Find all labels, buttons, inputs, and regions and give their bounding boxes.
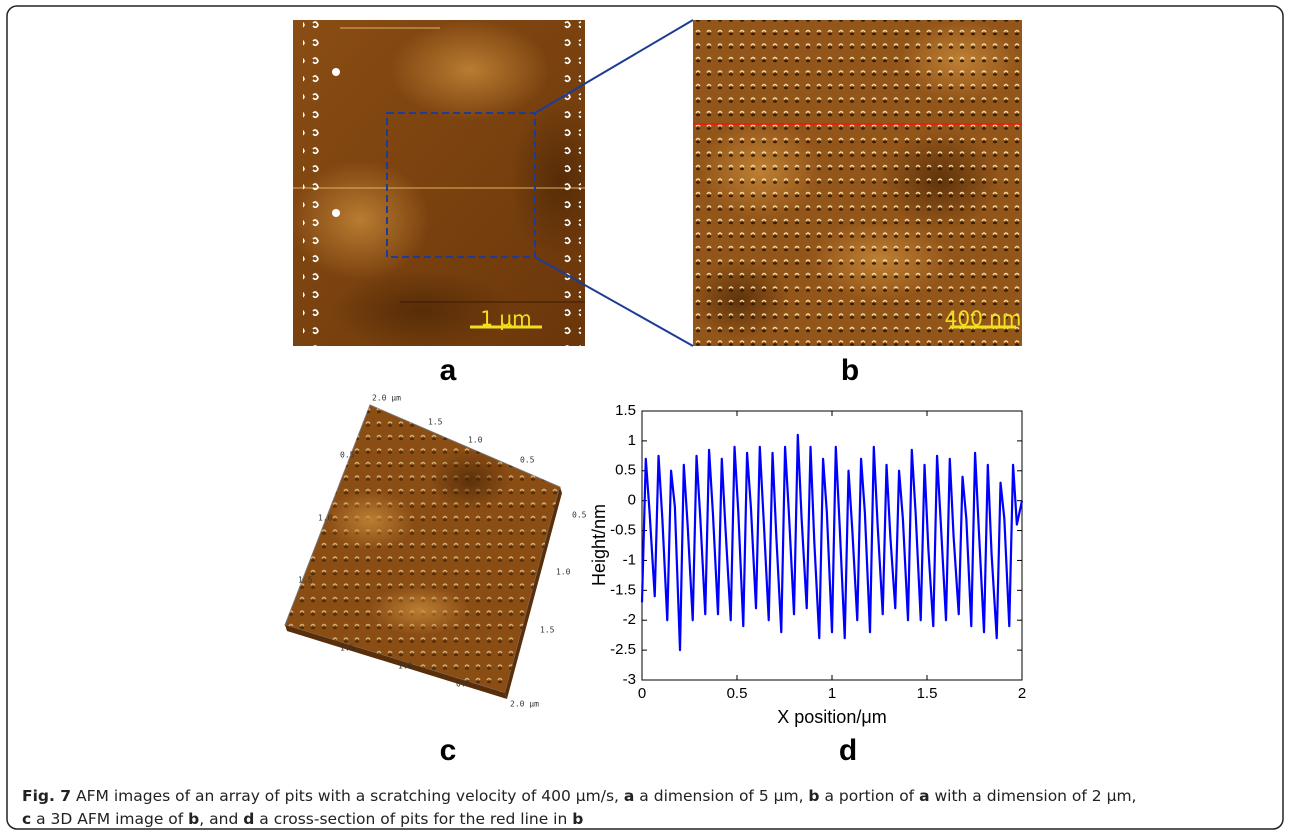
- x-tick-label: 1.5: [917, 685, 938, 702]
- caption-text: a portion of: [819, 787, 920, 805]
- axis-label-3d: 0.5: [572, 511, 587, 520]
- zoom-line: [534, 19, 694, 114]
- caption-text: a dimension of 5 μm,: [634, 787, 809, 805]
- afm-image-b: [690, 20, 1022, 346]
- panel-label: d: [839, 734, 857, 767]
- axis-label-3d: 1.5: [540, 626, 555, 635]
- caption-text: a cross-section of pits for the red line…: [254, 810, 573, 828]
- afm-3d-image-c: [284, 404, 562, 699]
- panel-label: a: [440, 354, 457, 387]
- x-axis-title: X position/μm: [777, 707, 886, 727]
- axis-label-3d: 1.5: [340, 644, 355, 653]
- axis-label-3d: 0.5: [520, 456, 535, 465]
- y-tick-label: -2.5: [610, 641, 636, 658]
- scale-bar-label: 1 μm: [480, 307, 531, 331]
- x-tick-label: 1: [828, 685, 836, 702]
- axis-label-3d: 1.0: [468, 436, 483, 445]
- data-line: [640, 433, 1024, 652]
- y-tick-label: -0.5: [610, 522, 636, 539]
- axis-label-3d: 2.0 μm: [372, 394, 401, 403]
- caption-ref: a: [623, 787, 635, 805]
- plot-frame: [641, 410, 1023, 681]
- y-tick-label: 1.5: [615, 402, 636, 419]
- caption-ref: d: [243, 810, 255, 828]
- y-tick-label: -3: [623, 671, 636, 688]
- caption-ref: b: [808, 787, 820, 805]
- x-tick-label: 0.5: [727, 685, 748, 702]
- y-tick-label: -2: [623, 611, 636, 628]
- caption-ref: a: [919, 787, 930, 805]
- axis-label-3d: 1.0: [318, 514, 333, 523]
- caption-label: Fig. 7: [22, 787, 72, 805]
- y-axis-title: Height/nm: [589, 504, 609, 586]
- caption-text: , and: [199, 810, 244, 828]
- x-tick-label: 2: [1018, 685, 1026, 702]
- panel-label: c: [440, 734, 457, 767]
- caption-ref: b: [572, 810, 584, 828]
- axis-label-3d: 1.5: [298, 576, 313, 585]
- scale-bar-label: 400 nm: [945, 307, 1022, 331]
- y-tick-label: 0.5: [615, 462, 636, 479]
- caption-text: with a dimension of 2 μm,: [929, 787, 1137, 805]
- caption: Fig. 7 AFM images of an array of pits wi…: [22, 785, 1272, 831]
- axis-label-3d: 1.5: [428, 418, 443, 427]
- x-tick-label: 0: [638, 685, 646, 702]
- caption-ref: c: [22, 810, 32, 828]
- caption-text: a 3D AFM image of: [31, 810, 189, 828]
- y-tick-label: -1.5: [610, 581, 636, 598]
- axis-label-3d: 1.0: [556, 568, 571, 577]
- axis-label-3d: 0.5: [456, 680, 471, 689]
- axis-label-3d: 0.5: [340, 451, 355, 460]
- y-tick-label: 1: [628, 432, 636, 449]
- axis-label-3d: 2.0 μm: [510, 700, 539, 709]
- caption-ref: b: [188, 810, 200, 828]
- caption-text: AFM images of an array of pits with a sc…: [71, 787, 624, 805]
- afm-image-a: [293, 20, 585, 346]
- panel-label: b: [841, 354, 859, 387]
- zoom-line: [534, 256, 694, 347]
- line-chart: X position/μm Height/nm -3 -2.5 -2 -1.5 -1 -0…: [589, 402, 1026, 727]
- y-tick-label: 0: [628, 492, 636, 509]
- axis-label-3d: 1.0: [398, 662, 413, 671]
- y-tick-label: -1: [623, 551, 636, 568]
- figure-border: [6, 5, 1284, 830]
